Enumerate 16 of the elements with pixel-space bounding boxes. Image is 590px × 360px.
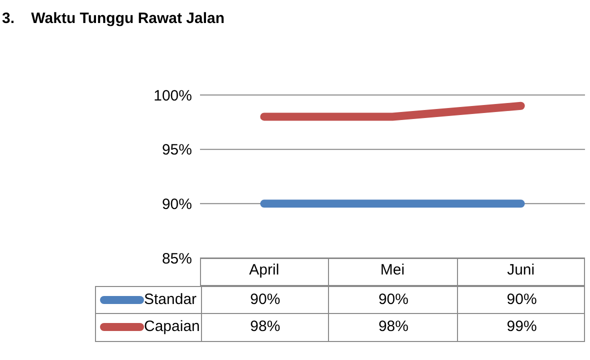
x-tick-label: Mei — [380, 262, 405, 279]
data-label: 90% — [249, 291, 282, 308]
legend-label: Capaian — [144, 318, 200, 335]
chart-title: 3. Waktu Tunggu Rawat Jalan — [2, 10, 225, 27]
y-tick-label: 95% — [162, 142, 192, 159]
data-label: 98% — [249, 318, 282, 335]
y-tick-label: 90% — [162, 196, 192, 213]
x-tick-label: April — [249, 262, 280, 279]
legend-label: Standar — [144, 291, 197, 308]
data-label: 98% — [377, 318, 410, 335]
data-label: 99% — [506, 318, 538, 335]
y-tick-label: 100% — [154, 87, 192, 104]
x-tick-label: Juni — [507, 262, 535, 279]
data-label: 90% — [377, 291, 410, 308]
data-label: 90% — [506, 291, 538, 308]
y-tick-label: 85% — [162, 250, 192, 268]
